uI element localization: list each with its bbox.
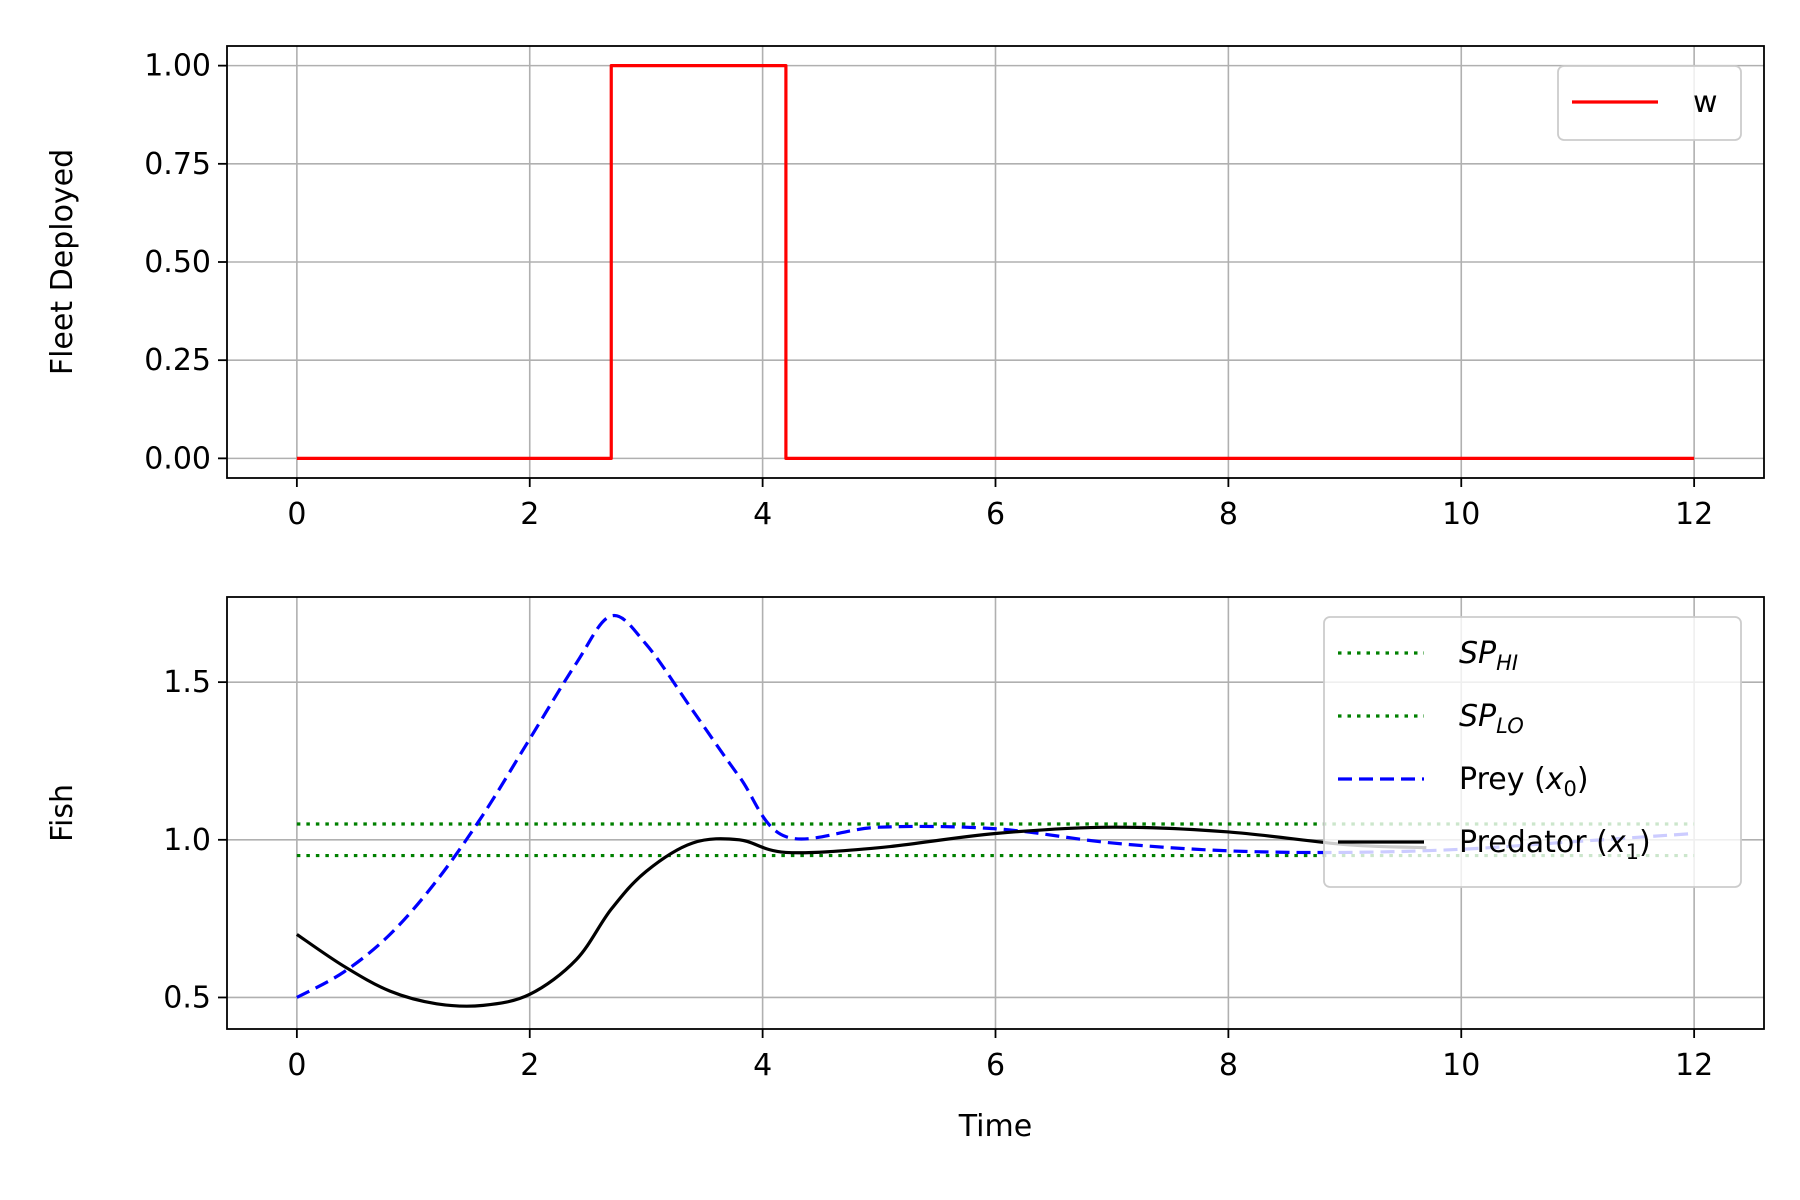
x-tick-label: 2 [520, 1048, 539, 1083]
legend-label: SPHI [1459, 636, 1518, 675]
series-line-3 [295, 825, 1427, 1008]
legend: w [1557, 65, 1742, 141]
y-axis-label: Fish [45, 784, 80, 842]
legend-label: SPLO [1459, 699, 1524, 738]
y-tick-label: 0.00 [144, 441, 211, 476]
y-tick-label: 0.25 [144, 343, 211, 378]
x-tick-label: 12 [1675, 1048, 1713, 1083]
fleet-deployed-panel: 0 2 4 6 8 10 12 0.00 0.25 0.50 0.75 1.00 Fleet Deplo… [45, 45, 1765, 532]
x-tick-label: 4 [753, 497, 772, 532]
y-tick-label: 0.50 [144, 245, 211, 280]
fish-panel: 0 2 4 6 8 10 12 0.5 1.0 1.5 Fish Time SPHI SPLO Prey (… [45, 596, 1765, 1144]
y-tick-label: 1.0 [163, 823, 211, 858]
x-tick-label: 6 [986, 497, 1005, 532]
legend: SPHI SPLO Prey (x0) Predator (x1) [1323, 616, 1742, 888]
y-axis-label: Fleet Deployed [45, 149, 80, 375]
y-tick-label: 1.00 [144, 49, 211, 84]
x-axis-label: Time [958, 1109, 1032, 1144]
x-tick-label: 2 [520, 497, 539, 532]
x-tick-label: 0 [287, 497, 306, 532]
legend-label: Prey (x0) [1459, 762, 1589, 801]
x-tick-label: 10 [1442, 497, 1480, 532]
x-tick-label: 4 [753, 1048, 772, 1083]
y-tick-label: 0.75 [144, 147, 211, 182]
x-tick-label: 8 [1219, 497, 1238, 532]
x-tick-label: 6 [986, 1048, 1005, 1083]
series-line-0 [296, 64, 1695, 460]
y-tick-label: 0.5 [163, 980, 211, 1015]
x-tick-label: 12 [1675, 497, 1713, 532]
series-group [296, 64, 1695, 460]
x-tick-label: 10 [1442, 1048, 1480, 1083]
legend-frame [1323, 616, 1742, 888]
x-tick-label: 0 [287, 1048, 306, 1083]
x-tick-label: 8 [1219, 1048, 1238, 1083]
y-tick-label: 1.5 [163, 665, 211, 700]
legend-label: w [1693, 85, 1718, 120]
legend-label: Predator (x1) [1459, 825, 1651, 864]
